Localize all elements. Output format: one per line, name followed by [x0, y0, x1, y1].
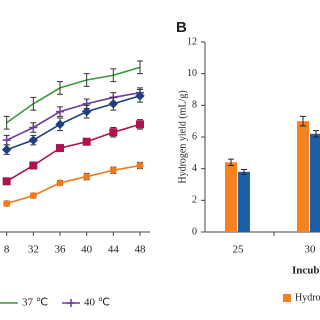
marker	[81, 106, 92, 117]
error-bar	[30, 96, 37, 111]
legend-marker	[67, 299, 75, 307]
y-axis-label: Hydrogen yield (mL/g)	[177, 90, 188, 183]
x-tick-label: 48	[135, 244, 147, 256]
x-tick-label: 44	[108, 244, 120, 256]
x-tick-label: 36	[55, 244, 67, 256]
y-tick-label: 2	[192, 195, 197, 206]
x-tick-label: 25	[233, 244, 245, 256]
marker	[29, 161, 38, 170]
marker	[109, 166, 117, 174]
marker	[108, 99, 119, 109]
series-line	[6, 66, 141, 124]
series-line	[6, 123, 141, 183]
legend-label: Hydrogen yiel	[295, 292, 320, 303]
marker	[56, 144, 64, 153]
marker	[136, 162, 144, 169]
x-tick-label: 32	[28, 244, 39, 256]
error-bar	[241, 168, 247, 175]
x-tick-label: 30	[305, 244, 317, 256]
series-line	[6, 91, 141, 141]
marker	[2, 177, 11, 186]
series-line	[6, 95, 141, 151]
marker	[55, 119, 65, 130]
series-line	[6, 164, 141, 205]
marker	[2, 136, 11, 145]
legend-label: 40 ℃	[84, 297, 110, 309]
bar	[310, 133, 320, 232]
marker	[83, 173, 91, 181]
x-axis-label: Incub	[292, 265, 320, 277]
error-bar	[137, 60, 143, 75]
marker	[29, 123, 38, 132]
marker	[1, 144, 12, 155]
marker	[56, 179, 64, 187]
x-tick-label: 8	[4, 244, 10, 256]
y-tick-label: 0	[192, 226, 197, 237]
x-tick-label: 40	[81, 244, 93, 256]
error-bar	[228, 158, 234, 166]
legend-swatch	[283, 294, 291, 302]
y-tick-label: 12	[187, 36, 197, 47]
marker	[135, 91, 145, 101]
panel-label: B	[176, 19, 187, 36]
marker	[56, 107, 64, 116]
y-tick-label: 8	[192, 100, 197, 111]
bar	[225, 162, 237, 232]
error-bar	[3, 115, 10, 130]
legend-label: 37 ℃	[22, 297, 48, 309]
error-bar	[57, 81, 63, 95]
error-bar	[83, 73, 90, 87]
marker	[28, 135, 39, 145]
y-tick-label: 6	[192, 131, 197, 142]
error-bar	[313, 130, 319, 138]
marker	[109, 128, 118, 137]
marker	[3, 200, 11, 207]
y-tick-label: 4	[192, 163, 197, 174]
bar	[238, 171, 250, 232]
error-bar	[300, 115, 306, 127]
marker	[29, 192, 37, 200]
marker	[82, 137, 91, 146]
marker	[136, 120, 144, 129]
error-bar	[110, 68, 117, 83]
y-tick-label: 10	[187, 68, 197, 79]
bar	[297, 121, 309, 232]
